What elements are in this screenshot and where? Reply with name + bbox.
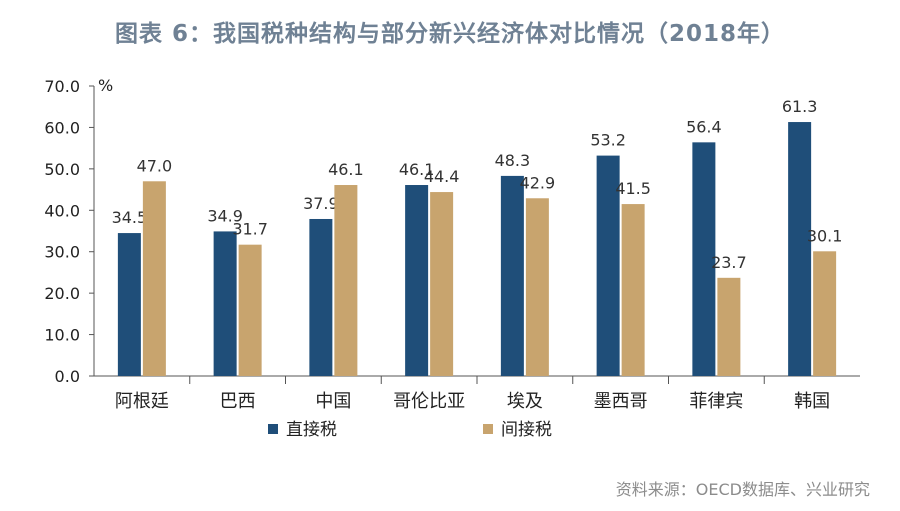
bar xyxy=(430,192,454,376)
y-tick-label: 20.0 xyxy=(44,284,80,303)
data-label: 61.3 xyxy=(782,97,818,116)
data-label: 37.9 xyxy=(303,194,339,213)
bar xyxy=(213,231,237,376)
bar xyxy=(621,204,645,376)
y-tick-label: 70.0 xyxy=(44,77,80,96)
x-tick-label: 墨西哥 xyxy=(594,391,648,412)
bar xyxy=(334,185,358,376)
bar xyxy=(596,155,620,376)
x-tick-label: 中国 xyxy=(315,391,351,412)
bar xyxy=(238,244,262,376)
data-label: 30.1 xyxy=(807,226,843,245)
y-unit-label: % xyxy=(98,76,113,95)
legend-swatch xyxy=(268,424,278,434)
legend: 直接税 间接税 xyxy=(268,420,552,440)
x-tick-label: 阿根廷 xyxy=(115,391,169,412)
data-label: 44.4 xyxy=(424,167,460,186)
chart-title: 图表 6：我国税种结构与部分新兴经济体对比情况（2018年） xyxy=(114,21,786,47)
legend-label: 间接税 xyxy=(501,420,552,440)
y-tick-label: 30.0 xyxy=(44,243,80,262)
axes: 0.0 10.0 20.0 30.0 40.0 50.0 60.0 70.0 阿根廷 巴西 中国 哥伦… xyxy=(44,77,860,412)
bar xyxy=(309,218,333,376)
bar xyxy=(692,142,716,376)
legend-label: 直接税 xyxy=(286,420,337,440)
data-label: 47.0 xyxy=(137,156,173,175)
bar xyxy=(405,185,429,376)
y-tick-label: 10.0 xyxy=(44,326,80,345)
x-tick-label: 菲律宾 xyxy=(689,391,743,412)
data-label: 42.9 xyxy=(520,173,556,192)
data-label: 46.1 xyxy=(399,160,435,179)
data-label: 31.7 xyxy=(232,220,268,239)
x-tick-label: 哥伦比亚 xyxy=(393,391,465,412)
data-label: 56.4 xyxy=(686,117,722,136)
y-tick-label: 40.0 xyxy=(44,201,80,220)
x-tick-label: 韩国 xyxy=(794,391,830,412)
data-label: 53.2 xyxy=(590,131,626,150)
data-label: 41.5 xyxy=(615,179,651,198)
bar xyxy=(525,198,549,376)
y-tick-label: 0.0 xyxy=(55,367,80,386)
legend-swatch xyxy=(483,424,493,434)
x-tick-label: 巴西 xyxy=(220,391,256,412)
data-label: 34.9 xyxy=(207,206,243,225)
data-label: 46.1 xyxy=(328,160,364,179)
bar xyxy=(717,277,741,376)
y-tick-label: 50.0 xyxy=(44,160,80,179)
y-tick-label: 60.0 xyxy=(44,118,80,137)
bar xyxy=(813,251,837,376)
data-label: 48.3 xyxy=(495,151,531,170)
data-label: 23.7 xyxy=(711,253,747,272)
bar xyxy=(142,181,166,376)
source-note: 资料来源：OECD数据库、兴业研究 xyxy=(615,480,870,499)
bar xyxy=(788,122,812,377)
x-tick-label: 埃及 xyxy=(507,391,543,412)
bars: 34.547.034.931.737.946.1 46.144.448.342.9… xyxy=(112,97,843,377)
bar xyxy=(500,175,524,376)
data-label: 34.5 xyxy=(112,208,148,227)
bar xyxy=(117,233,141,376)
